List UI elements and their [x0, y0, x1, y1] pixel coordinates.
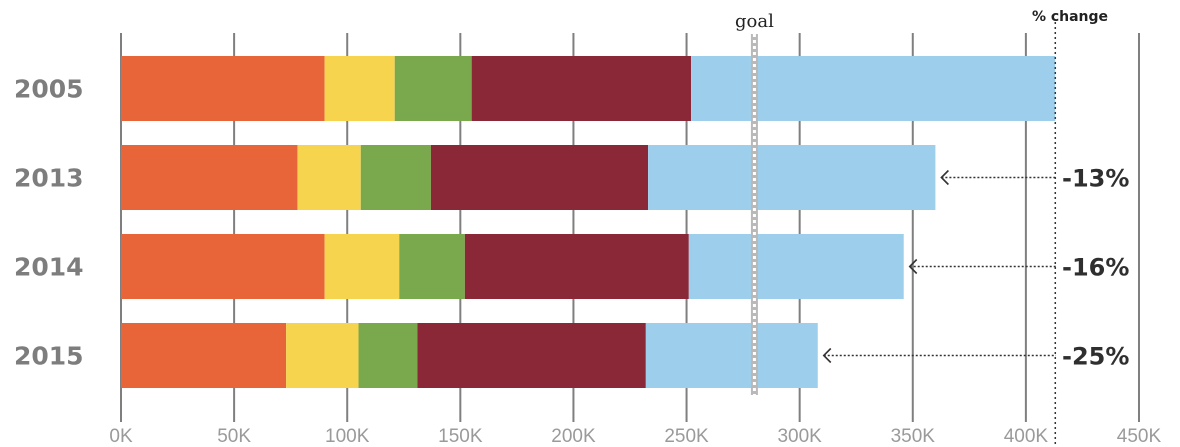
pct-change-label: -25% [1062, 343, 1129, 371]
bar-segment [648, 145, 936, 210]
category-label: 2013 [14, 164, 84, 193]
x-tick-label: 100K [325, 426, 370, 447]
change-arrow-head [908, 258, 918, 275]
bar-segment [121, 234, 325, 299]
bar-segment [360, 145, 431, 210]
change-arrows [822, 169, 1056, 364]
goal-label: goal [735, 11, 774, 32]
x-tick-label: 50K [217, 426, 251, 447]
x-tick-label: 0K [109, 426, 133, 447]
category-label: 2015 [14, 342, 84, 371]
x-tick-label: 200K [551, 426, 596, 447]
pct-change-header: % change [1032, 9, 1108, 25]
bar-segment [297, 145, 361, 210]
bar-segment [430, 145, 649, 210]
pct-change-label: -13% [1062, 165, 1129, 193]
x-tick-label: 300K [777, 426, 822, 447]
bar-segment [399, 234, 465, 299]
bar-segment [691, 56, 1056, 121]
bar-segment [464, 234, 689, 299]
bar-segment [394, 56, 472, 121]
x-tick-label: 400K [1004, 426, 1049, 447]
bar-segment [324, 56, 395, 121]
x-tick-label: 350K [891, 426, 936, 447]
bar-segment [286, 323, 359, 388]
bar-segment [417, 323, 646, 388]
bar-segment [121, 145, 298, 210]
bar-segment [324, 234, 400, 299]
bar-segment [121, 56, 325, 121]
change-arrow-head [940, 169, 949, 186]
x-tick-label: 250K [664, 426, 709, 447]
bar-segment [121, 323, 287, 388]
category-label: 2005 [14, 75, 84, 104]
change-arrow-head [822, 347, 832, 364]
bar-segment [645, 323, 818, 388]
bar-segment [471, 56, 692, 121]
labels: 0K 50K 100K 150K 200K 250K 300K 350K 400K 450K 200… [14, 9, 1162, 447]
pct-change-label: -16% [1062, 254, 1129, 282]
bar-segment [688, 234, 904, 299]
bars [121, 56, 1056, 388]
x-tick-label: 450K [1117, 426, 1162, 447]
x-tick-label: 150K [438, 426, 483, 447]
bar-segment [358, 323, 418, 388]
category-label: 2014 [14, 253, 84, 282]
